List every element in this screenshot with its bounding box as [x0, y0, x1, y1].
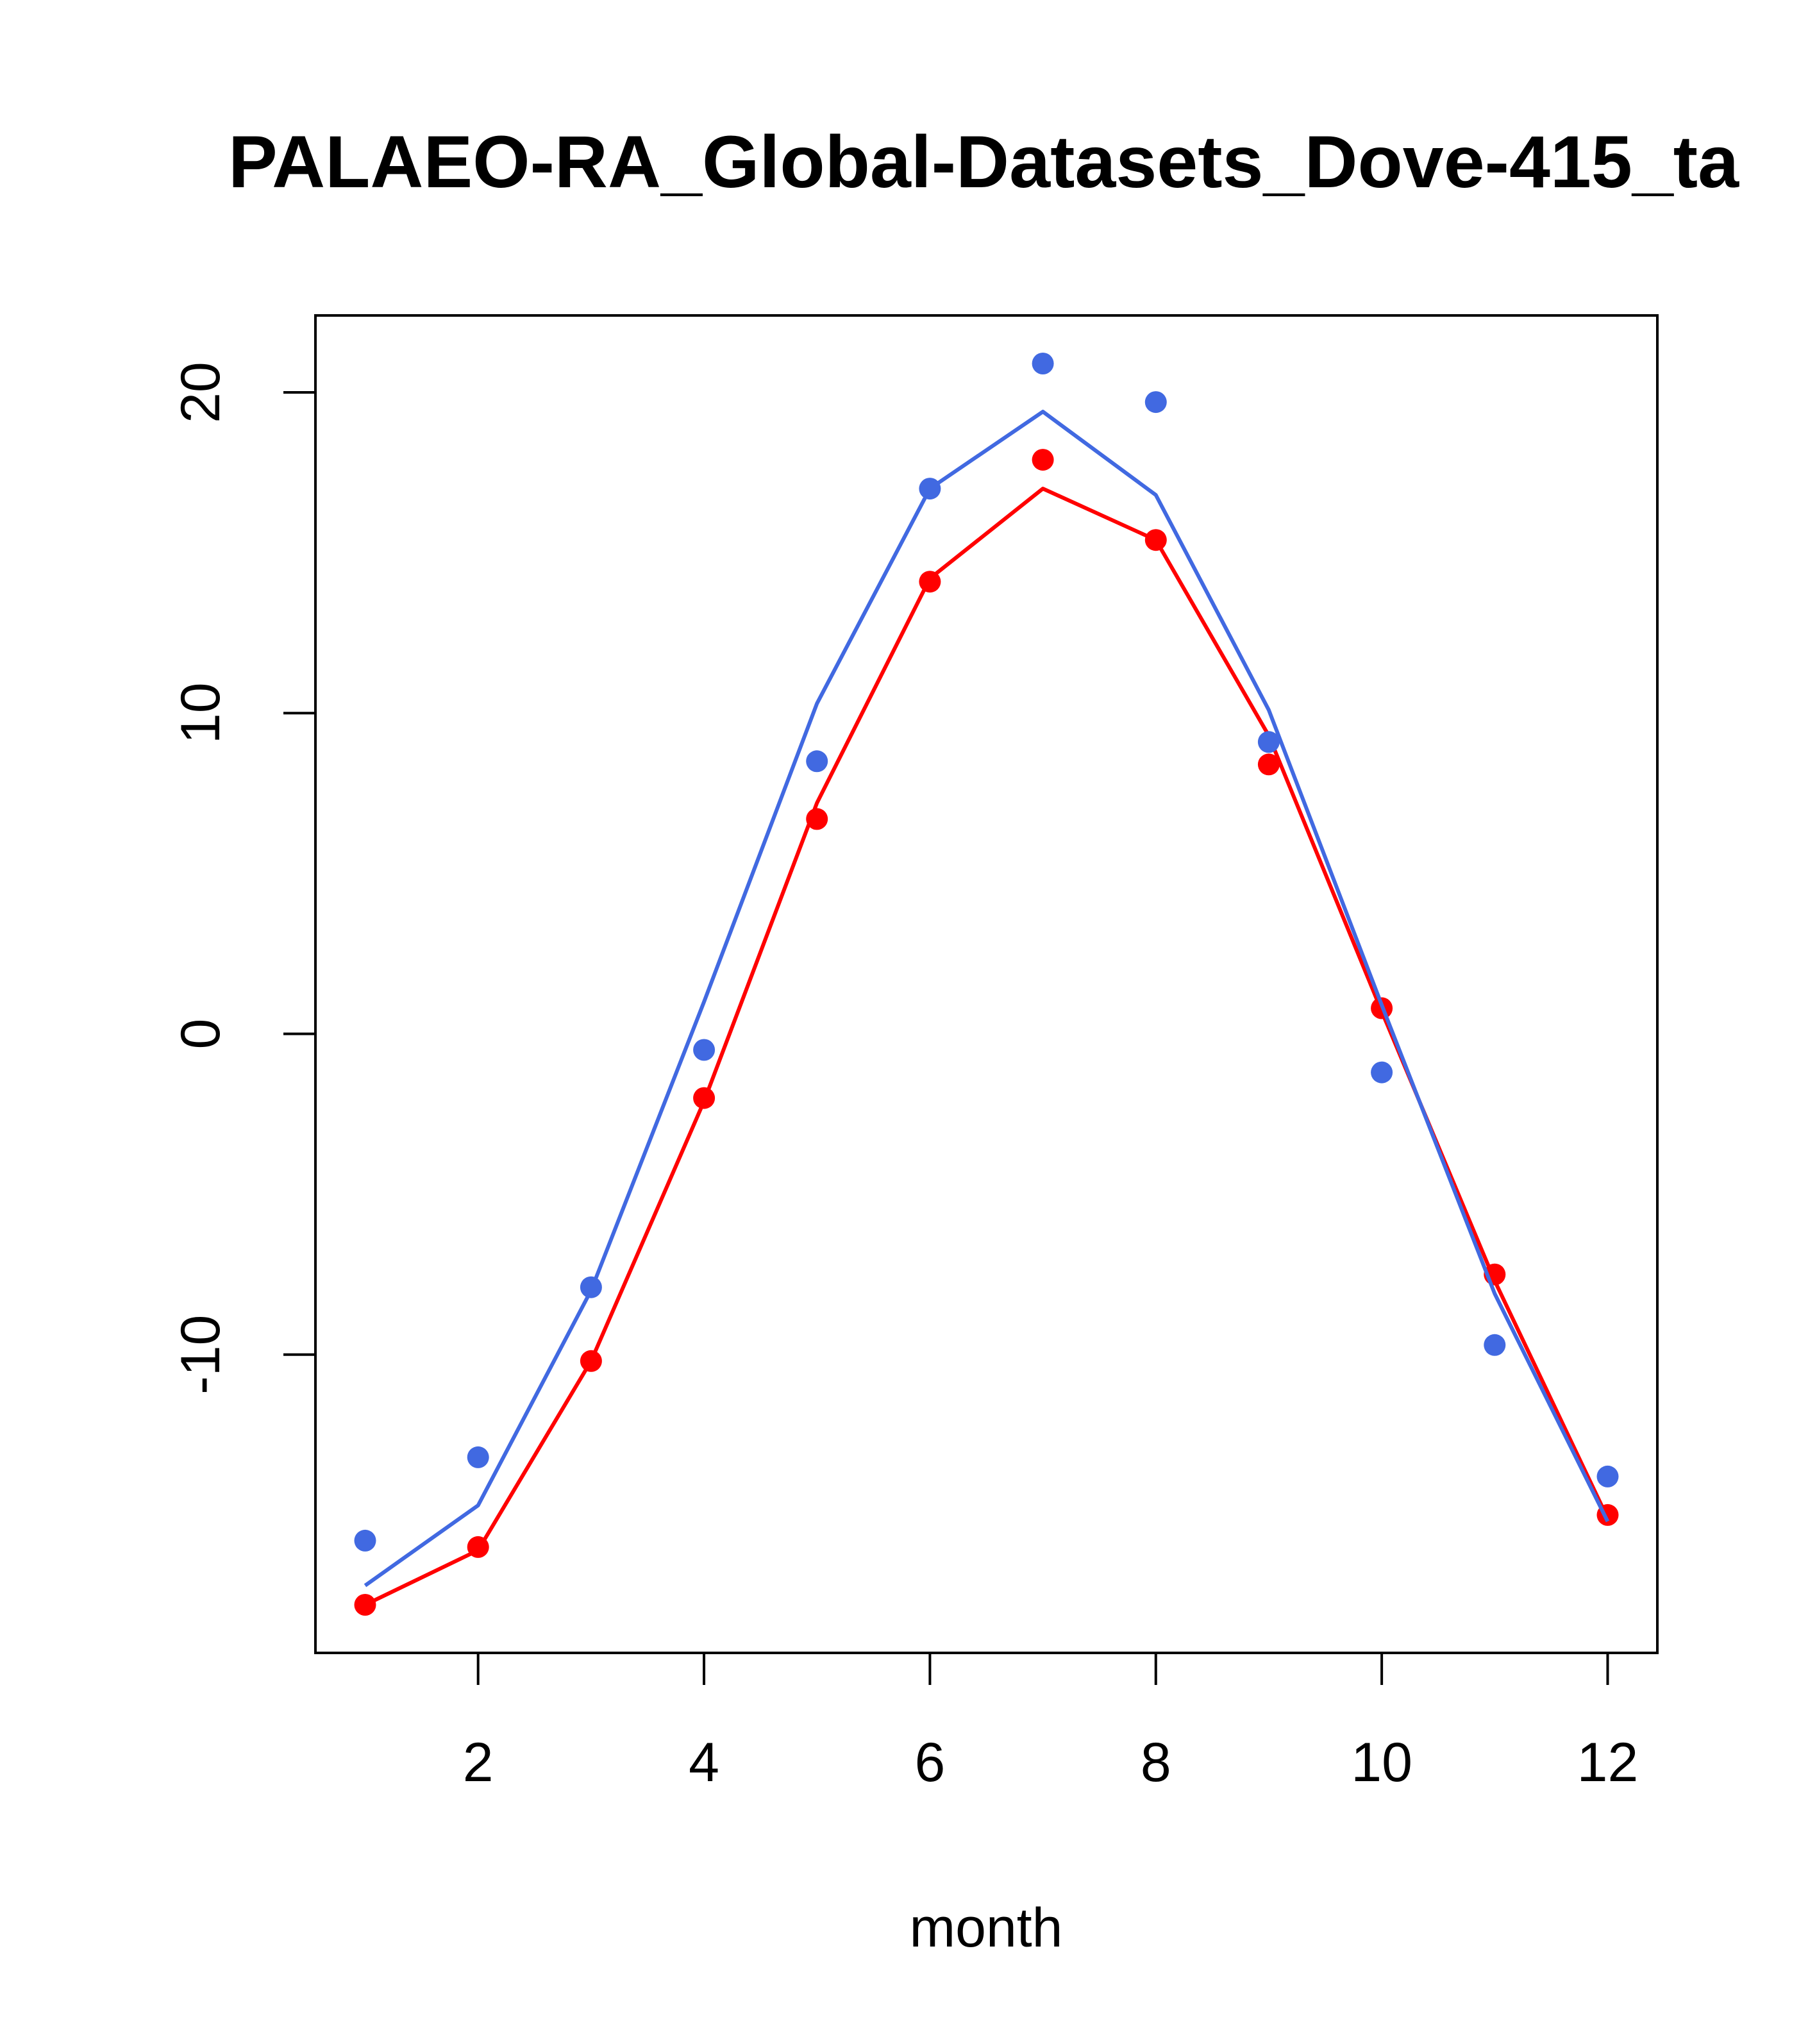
x-tick-label-8: 8	[1141, 1732, 1171, 1793]
series-2-point-11	[1484, 1334, 1506, 1356]
chart-title: PALAEO-RA_Global-Datasets_Dove-415_ta	[228, 121, 1739, 203]
x-tick-label-12: 12	[1577, 1732, 1639, 1793]
plot-area	[354, 353, 1619, 1616]
series-1-point-7	[1032, 449, 1054, 471]
y-tick-label-0: 0	[170, 1019, 231, 1050]
x-tick-label-2: 2	[463, 1732, 494, 1793]
x-axis: 2 4 6 8 10 12	[463, 1652, 1639, 1793]
series-2-point-4	[693, 1039, 716, 1061]
series-2-point-5	[806, 750, 828, 773]
series-2-point-7	[1032, 353, 1054, 374]
y-tick-label-20: 20	[170, 362, 231, 423]
series-2-point-10	[1371, 1061, 1393, 1084]
x-tick-label-4: 4	[689, 1732, 719, 1793]
series-1-point-8	[1144, 529, 1167, 551]
x-tick-label-6: 6	[914, 1732, 945, 1793]
series-2-point-3	[580, 1276, 602, 1298]
y-tick-label--10: -10	[170, 1315, 231, 1395]
series-1-point-4	[693, 1087, 716, 1109]
series-1-point-9	[1257, 753, 1280, 776]
series-2-point-8	[1144, 391, 1167, 414]
y-tick-label-10: 10	[170, 682, 231, 744]
series-2-point-1	[354, 1529, 376, 1552]
x-axis-label: month	[909, 1897, 1062, 1959]
series-2-line	[364, 410, 1610, 1587]
series-2-point-9	[1257, 731, 1280, 753]
y-axis: -10 0 10 20	[170, 362, 317, 1395]
series-1-point-6	[919, 571, 941, 593]
x-tick-label-10: 10	[1351, 1732, 1412, 1793]
series-2-point-2	[467, 1446, 489, 1468]
series-1-point-2	[467, 1536, 489, 1558]
series-2-point-12	[1596, 1465, 1619, 1487]
series-1-point-3	[580, 1350, 602, 1372]
series-2	[354, 353, 1619, 1587]
series-2-point-6	[919, 478, 941, 500]
series-1-point-1	[354, 1594, 376, 1616]
series-1-point-5	[806, 808, 828, 830]
